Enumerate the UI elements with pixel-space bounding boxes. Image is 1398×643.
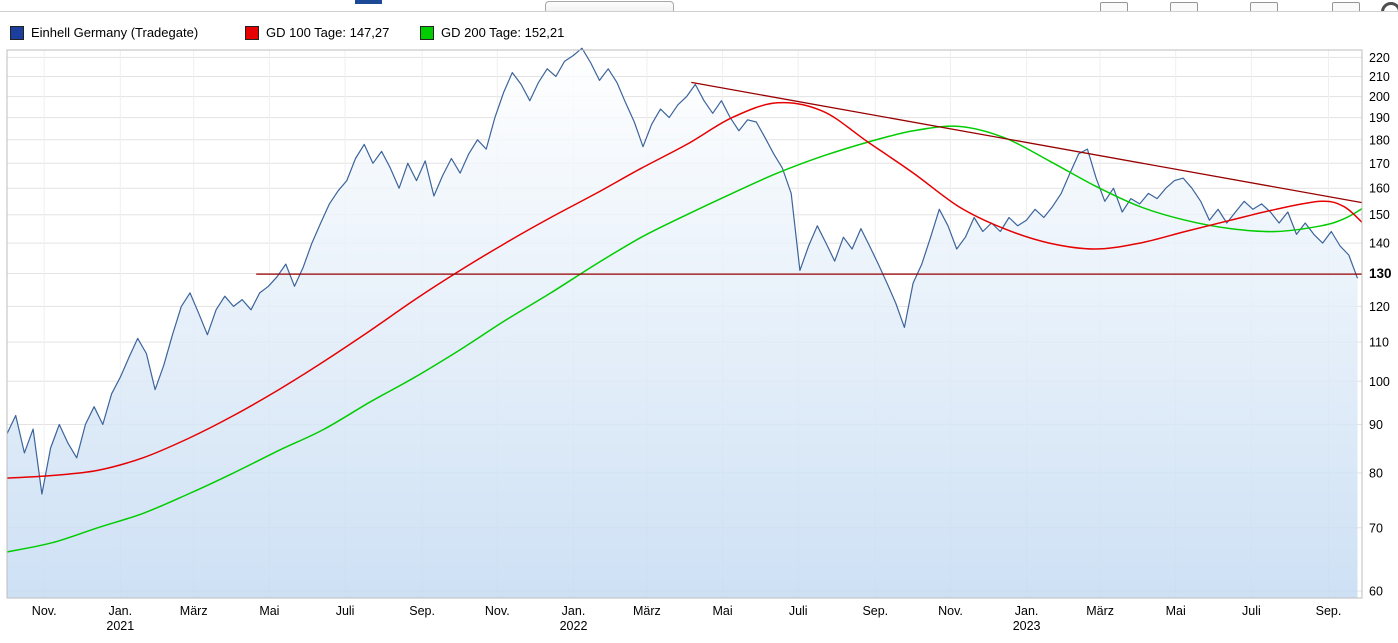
x-axis-label: Jan. <box>108 604 132 618</box>
active-tab-indicator <box>355 0 382 4</box>
x-axis-year-label: 2021 <box>106 619 134 633</box>
x-axis-label: Nov. <box>485 604 510 618</box>
price-series-swatch <box>10 25 24 40</box>
x-axis-label: Sep. <box>1316 604 1342 618</box>
y-axis-label: 140 <box>1369 237 1390 251</box>
x-axis-label: Mai <box>1166 604 1186 618</box>
y-axis-label: 170 <box>1369 157 1390 171</box>
legend-item-gd200: GD 200 Tage: 152,21 <box>420 25 564 40</box>
y-axis-label: 150 <box>1369 208 1390 222</box>
y-axis-label: 60 <box>1369 585 1383 599</box>
x-axis-label: Sep. <box>862 604 888 618</box>
gd200-series-label: GD 200 Tage: 152,21 <box>441 25 565 40</box>
price-area <box>7 48 1358 598</box>
x-axis-label: Nov. <box>32 604 57 618</box>
gd100-series-swatch <box>245 25 259 40</box>
x-axis-label: Jan. <box>1015 604 1039 618</box>
chart-tool-icon[interactable] <box>1170 2 1198 11</box>
x-axis-label: März <box>180 604 208 618</box>
gd100-line <box>6 101 1363 479</box>
x-axis-label: März <box>633 604 661 618</box>
y-axis-label: 220 <box>1369 51 1390 65</box>
y-axis-label: 100 <box>1369 375 1390 389</box>
chart-tool-icon[interactable] <box>1100 2 1128 11</box>
legend-item-price: Einhell Germany (Tradegate) <box>10 25 198 40</box>
legend-item-gd100: GD 100 Tage: 147,27 <box>245 25 389 40</box>
x-axis-label: März <box>1086 604 1114 618</box>
y-axis-label: 190 <box>1369 111 1390 125</box>
chart-tool-icon[interactable] <box>1332 2 1360 11</box>
descending-resistance-line <box>691 81 1363 204</box>
x-axis-label: Jan. <box>562 604 586 618</box>
round-badge-icon[interactable] <box>1381 2 1398 11</box>
x-axis-label: Juli <box>789 604 808 618</box>
toolbar-dropdown-button[interactable] <box>545 1 674 11</box>
y-axis-label: 130 <box>1369 266 1392 281</box>
y-axis-label: 90 <box>1369 418 1383 432</box>
y-axis-label: 80 <box>1369 466 1383 480</box>
chart-tool-icon[interactable] <box>1250 2 1278 11</box>
x-axis-label: Juli <box>1242 604 1261 618</box>
y-axis-label: 210 <box>1369 70 1390 84</box>
gd200-series-swatch <box>420 25 434 40</box>
price-series-label: Einhell Germany (Tradegate) <box>31 25 199 40</box>
y-axis-label: 120 <box>1369 300 1390 314</box>
plot-border <box>6 49 1363 599</box>
gd200-line <box>6 125 1363 553</box>
x-axis-year-label: 2022 <box>560 619 588 633</box>
gd100-series-label: GD 100 Tage: 147,27 <box>266 25 390 40</box>
y-axis-label: 180 <box>1369 133 1390 147</box>
toolbar <box>0 0 1398 12</box>
x-axis-label: Juli <box>336 604 355 618</box>
x-axis-label: Sep. <box>409 604 435 618</box>
x-axis-label: Mai <box>713 604 733 618</box>
y-axis-label: 110 <box>1369 336 1389 350</box>
y-axis-label: 160 <box>1369 182 1390 196</box>
chart-legend: Einhell Germany (Tradegate) GD 100 Tage:… <box>0 25 1398 43</box>
x-axis-year-label: 2023 <box>1013 619 1041 633</box>
x-axis-label: Mai <box>259 604 279 618</box>
x-axis-label: Nov. <box>938 604 963 618</box>
price-line <box>6 47 1359 495</box>
y-axis-label: 70 <box>1369 521 1383 535</box>
y-axis-label: 200 <box>1369 90 1390 104</box>
